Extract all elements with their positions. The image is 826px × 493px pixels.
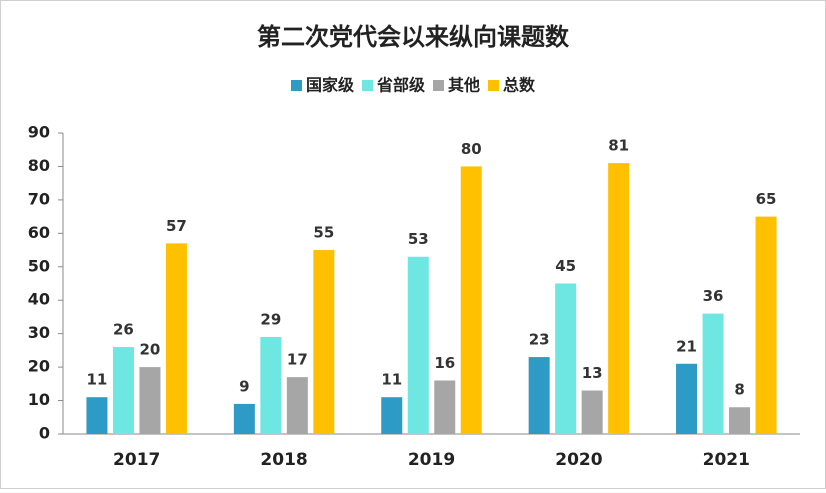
legend-swatch	[488, 80, 500, 91]
chart-title: 第二次党代会以来纵向课题数	[257, 23, 570, 51]
bar	[407, 256, 429, 434]
x-tick-label: 2021	[703, 450, 750, 470]
bar	[755, 216, 777, 434]
legend-swatch	[290, 80, 302, 91]
y-tick-label: 10	[28, 390, 50, 409]
legend-label: 总数	[503, 76, 536, 95]
y-tick-label: 60	[28, 223, 50, 242]
data-label: 9	[239, 377, 249, 395]
data-label: 23	[529, 331, 550, 349]
bar	[233, 403, 255, 434]
x-tick-label: 2020	[555, 450, 602, 470]
data-label: 21	[676, 337, 697, 355]
y-tick-label: 80	[28, 156, 50, 175]
bar	[260, 337, 282, 434]
data-label: 53	[408, 230, 429, 248]
data-label: 36	[703, 287, 724, 305]
bar	[139, 367, 161, 434]
y-tick-label: 40	[28, 290, 50, 309]
x-tick-label: 2017	[113, 450, 160, 470]
bar	[460, 166, 482, 434]
bar	[729, 407, 751, 434]
bar	[702, 313, 724, 434]
x-tick-label: 2018	[260, 450, 307, 470]
bar	[86, 397, 108, 434]
data-label: 29	[260, 311, 281, 329]
bar	[381, 397, 403, 434]
data-label: 11	[87, 371, 108, 389]
bar	[528, 357, 550, 434]
y-tick-label: 0	[39, 424, 50, 443]
x-tick-label: 2019	[408, 450, 455, 470]
data-label: 55	[313, 224, 334, 242]
data-label: 20	[140, 341, 161, 359]
y-tick-label: 30	[28, 323, 50, 342]
legend-label: 省部级	[376, 76, 426, 95]
data-label: 8	[734, 381, 744, 399]
bar	[313, 250, 335, 434]
data-label: 11	[381, 371, 402, 389]
y-tick-label: 90	[28, 123, 50, 142]
data-label: 57	[166, 217, 187, 235]
y-tick-label: 50	[28, 256, 50, 275]
bar	[434, 380, 456, 434]
bar	[608, 163, 630, 434]
data-label: 16	[434, 354, 455, 372]
legend-swatch	[361, 80, 373, 91]
bar	[112, 347, 134, 434]
data-label: 80	[461, 140, 482, 158]
bar	[676, 363, 698, 434]
data-label: 81	[608, 137, 629, 155]
data-label: 26	[113, 321, 134, 339]
legend: 国家级 省部级 其他 总数	[290, 76, 536, 95]
y-tick-label: 70	[28, 189, 50, 208]
data-label: 45	[555, 257, 576, 275]
legend-swatch	[433, 80, 444, 91]
bar	[286, 377, 308, 434]
data-label: 13	[582, 364, 603, 382]
data-label: 65	[756, 190, 777, 208]
bar	[581, 390, 603, 434]
bar	[165, 243, 187, 434]
bar	[555, 283, 577, 434]
legend-label: 其他	[448, 76, 480, 95]
y-tick-label: 20	[28, 357, 50, 376]
data-label: 17	[287, 351, 308, 369]
legend-label: 国家级	[306, 76, 355, 95]
